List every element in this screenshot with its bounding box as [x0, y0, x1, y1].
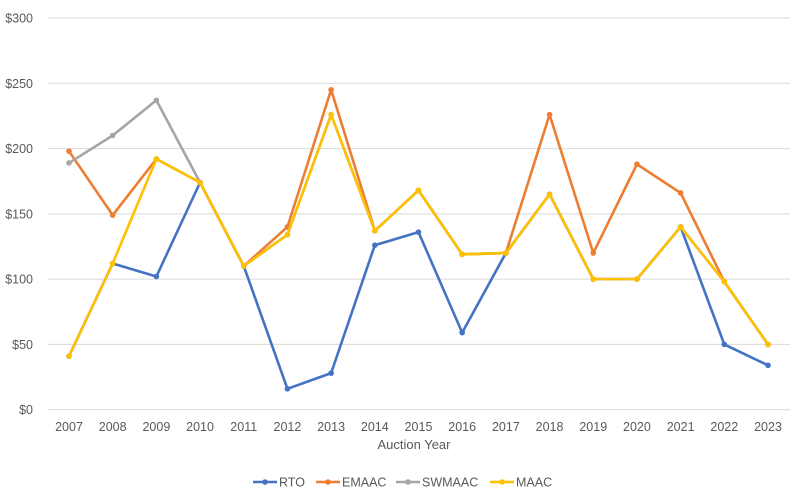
data-point: [634, 276, 640, 282]
data-point: [721, 341, 728, 348]
legend-item-rto: RTO: [253, 476, 305, 490]
data-point: [590, 276, 597, 282]
x-tick-label: 2021: [667, 420, 695, 434]
series-emaac: [66, 87, 771, 348]
series-rto: [66, 179, 771, 392]
data-point: [677, 224, 684, 230]
y-tick-label: $0: [19, 403, 33, 417]
data-point: [197, 179, 203, 186]
data-point: [677, 190, 684, 196]
x-tick-label: 2011: [230, 420, 257, 434]
data-point: [153, 97, 160, 104]
y-tick-label: $50: [12, 338, 33, 352]
x-tick-label: 2008: [99, 420, 127, 434]
data-point: [109, 260, 116, 267]
data-point: [459, 251, 465, 258]
x-tick-label: 2015: [405, 420, 433, 434]
x-tick-label: 2022: [710, 420, 738, 434]
series-line: [67, 88, 770, 346]
data-point: [153, 156, 160, 162]
legend-marker: [405, 479, 411, 485]
data-point: [503, 250, 509, 256]
data-point: [328, 370, 334, 376]
data-point: [284, 386, 291, 392]
legend-marker: [499, 479, 505, 485]
gridlines: [48, 17, 790, 411]
x-tick-label: 2018: [536, 420, 564, 434]
data-point: [328, 111, 334, 118]
legend-item-swmaac: SWMAAC: [396, 476, 478, 490]
x-tick-label: 2019: [579, 420, 607, 434]
y-tick-label: $200: [5, 142, 33, 156]
series-swmaac: [66, 97, 771, 348]
data-point: [459, 329, 465, 336]
legend-item-maac: MAAC: [490, 476, 552, 490]
legend-label: SWMAAC: [422, 476, 478, 490]
data-point: [66, 148, 72, 154]
x-axis-ticks: 2007 2008 2009 2010 2011 2012 2013 2014 2015 2016…: [55, 420, 782, 434]
x-tick-label: 2007: [55, 420, 83, 434]
data-point: [415, 229, 422, 235]
x-tick-label: 2020: [623, 420, 651, 434]
data-point: [546, 191, 553, 198]
y-tick-label: $300: [5, 12, 33, 26]
x-tick-label: 2012: [274, 420, 302, 434]
data-point: [240, 263, 247, 269]
x-tick-label: 2013: [317, 420, 345, 434]
legend-label: EMAAC: [342, 476, 386, 490]
data-point: [721, 278, 728, 285]
data-point: [372, 228, 378, 234]
x-tick-label: 2009: [142, 420, 170, 434]
legend-label: RTO: [279, 476, 305, 490]
legend-marker: [325, 479, 331, 485]
legend-marker: [262, 479, 268, 485]
x-axis-title: Auction Year: [377, 437, 451, 452]
data-point: [328, 87, 334, 93]
legend-item-emaac: EMAAC: [316, 476, 386, 490]
y-tick-label: $150: [5, 207, 33, 221]
data-point: [415, 187, 422, 194]
data-point: [765, 362, 771, 369]
data-point: [590, 250, 597, 256]
data-point: [284, 231, 291, 238]
series-line: [68, 98, 770, 346]
data-point: [546, 111, 553, 118]
series-line: [67, 113, 770, 357]
x-tick-label: 2023: [754, 420, 782, 434]
data-point: [109, 212, 116, 218]
y-tick-label: $100: [5, 273, 33, 287]
series-group: [66, 87, 771, 392]
x-tick-label: 2010: [186, 420, 214, 434]
data-point: [153, 273, 160, 280]
data-point: [66, 160, 72, 166]
y-tick-label: $250: [5, 77, 33, 91]
legend-label: MAAC: [516, 476, 552, 490]
data-point: [109, 132, 116, 139]
x-tick-label: 2017: [492, 420, 520, 434]
y-axis-ticks: $0 $50 $100 $150 $200 $250 $300: [5, 12, 33, 418]
data-point: [765, 341, 771, 348]
data-point: [634, 161, 640, 168]
data-point: [372, 242, 378, 248]
series-maac: [66, 111, 771, 359]
x-tick-label: 2016: [448, 420, 476, 434]
data-point: [66, 353, 72, 359]
x-tick-label: 2014: [361, 420, 389, 434]
legend: RTO EMAAC SWMAAC MAAC: [253, 476, 552, 490]
